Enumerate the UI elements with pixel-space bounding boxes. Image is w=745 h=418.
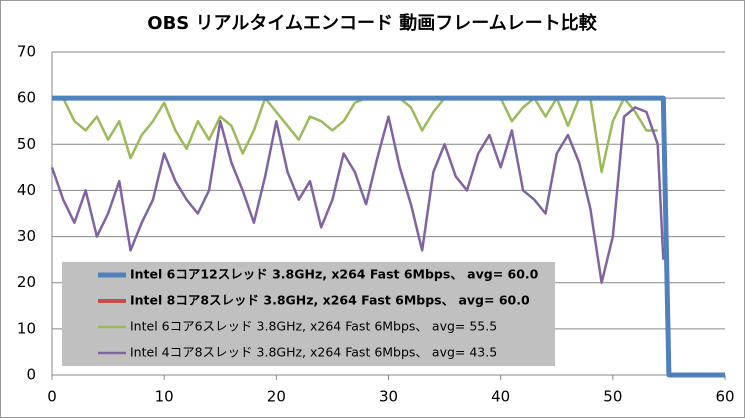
y-tick-label: 0 xyxy=(26,366,36,384)
x-tick-label: 60 xyxy=(715,388,734,406)
y-tick-label: 20 xyxy=(17,273,36,291)
legend-label: Intel 4コア8スレッド 3.8GHz, x264 Fast 6Mbps、 … xyxy=(130,345,497,360)
y-tick-label: 10 xyxy=(17,319,36,337)
y-tick-label: 50 xyxy=(17,135,36,153)
y-tick-label: 40 xyxy=(17,181,36,199)
legend-label: Intel 6コア12スレッド 3.8GHz, x264 Fast 6Mbps、… xyxy=(130,267,539,282)
series-line xyxy=(50,106,665,284)
legend-box xyxy=(62,262,555,366)
x-tick-label: 30 xyxy=(379,388,398,406)
series-line xyxy=(52,95,725,378)
legend-label: Intel 6コア6スレッド 3.8GHz, x264 Fast 6Mbps、 … xyxy=(130,319,497,334)
x-tick-label: 40 xyxy=(491,388,510,406)
x-tick-label: 10 xyxy=(155,388,174,406)
x-tick-label: 50 xyxy=(603,388,622,406)
chart-title: OBS リアルタイムエンコード 動画フレームレート比較 xyxy=(147,12,597,34)
x-tick-label: 20 xyxy=(267,388,286,406)
y-tick-label: 30 xyxy=(17,227,36,245)
x-tick-label: 0 xyxy=(47,388,57,406)
y-tick-label: 60 xyxy=(17,89,36,107)
legend: Intel 6コア12スレッド 3.8GHz, x264 Fast 6Mbps、… xyxy=(62,262,555,366)
legend-label: Intel 8コア8スレッド 3.8GHz, x264 Fast 6Mbps、 … xyxy=(130,293,530,308)
y-tick-label: 70 xyxy=(17,43,36,61)
